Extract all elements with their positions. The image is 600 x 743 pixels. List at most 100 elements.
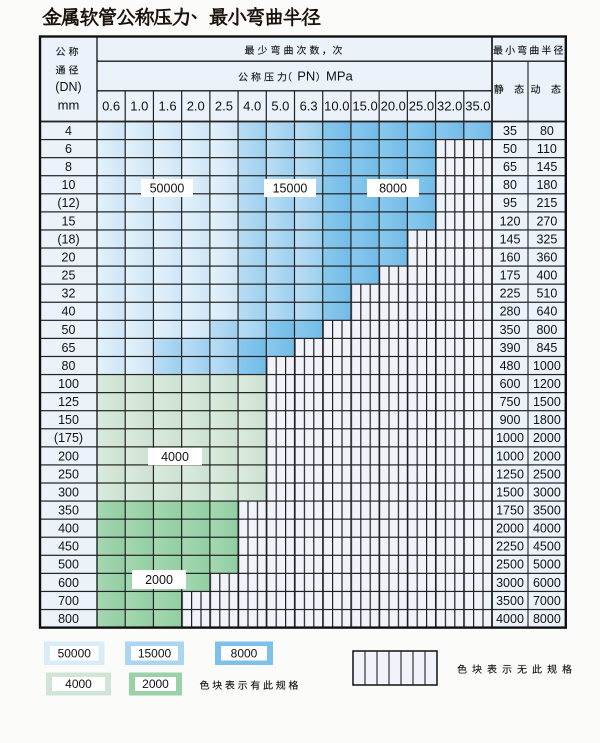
svg-text:32.0: 32.0 (437, 99, 462, 114)
svg-text:300: 300 (58, 485, 79, 499)
svg-text:25: 25 (62, 269, 76, 283)
svg-text:4000: 4000 (161, 450, 189, 464)
svg-text:640: 640 (536, 305, 557, 319)
svg-text:110: 110 (537, 142, 557, 156)
svg-text:700: 700 (58, 594, 79, 608)
svg-text:65: 65 (503, 160, 517, 174)
svg-text:1000: 1000 (533, 359, 561, 373)
svg-text:2000: 2000 (533, 449, 561, 463)
svg-text:845: 845 (536, 341, 557, 355)
svg-text:600: 600 (500, 377, 521, 391)
svg-text:480: 480 (500, 359, 521, 373)
svg-text:20: 20 (62, 250, 76, 264)
svg-text:15: 15 (62, 214, 76, 228)
svg-text:(12): (12) (57, 196, 79, 210)
svg-text:65: 65 (62, 341, 76, 355)
svg-text:15.0: 15.0 (352, 99, 377, 114)
svg-text:6.3: 6.3 (300, 99, 318, 114)
svg-text:1500: 1500 (496, 485, 524, 499)
svg-text:600: 600 (58, 576, 79, 590)
svg-text:1.0: 1.0 (130, 99, 148, 114)
svg-text:1000: 1000 (496, 431, 524, 445)
svg-text:80: 80 (540, 124, 554, 138)
svg-text:3500: 3500 (496, 594, 524, 608)
svg-text:20.0: 20.0 (381, 99, 406, 114)
svg-text:4000: 4000 (496, 612, 524, 626)
svg-text:6: 6 (65, 142, 72, 156)
svg-text:15000: 15000 (138, 646, 172, 660)
svg-text:95: 95 (503, 196, 517, 210)
svg-text:215: 215 (536, 196, 557, 210)
svg-text:4000: 4000 (533, 522, 561, 536)
svg-text:2.5: 2.5 (215, 99, 233, 114)
svg-text:510: 510 (536, 287, 557, 301)
svg-text:1800: 1800 (533, 413, 561, 427)
svg-text:4: 4 (65, 124, 72, 138)
svg-text:8000: 8000 (379, 181, 407, 195)
svg-text:50000: 50000 (58, 646, 92, 660)
svg-text:2.0: 2.0 (187, 99, 205, 114)
svg-text:225: 225 (500, 287, 521, 301)
svg-text:1000: 1000 (496, 449, 524, 463)
svg-text:2000: 2000 (533, 431, 561, 445)
svg-text:120: 120 (500, 214, 521, 228)
svg-text:25.0: 25.0 (409, 99, 434, 114)
svg-text:2250: 2250 (496, 540, 524, 554)
svg-text:400: 400 (58, 522, 79, 536)
svg-text:(DN): (DN) (55, 80, 81, 94)
svg-text:145: 145 (536, 160, 557, 174)
svg-text:3000: 3000 (533, 485, 561, 499)
svg-text:350: 350 (500, 323, 521, 337)
svg-text:280: 280 (500, 305, 521, 319)
svg-text:MPa: MPa (326, 69, 354, 84)
svg-text:4500: 4500 (533, 540, 561, 554)
svg-text:160: 160 (500, 250, 521, 264)
svg-text:1200: 1200 (533, 377, 561, 391)
svg-text:32: 32 (62, 287, 76, 301)
svg-text:80: 80 (62, 359, 76, 373)
svg-text:6000: 6000 (533, 576, 561, 590)
svg-text:80: 80 (503, 178, 517, 192)
svg-text:270: 270 (536, 214, 557, 228)
svg-text:2000: 2000 (145, 573, 173, 587)
svg-text:8000: 8000 (533, 612, 561, 626)
svg-text:900: 900 (500, 413, 521, 427)
svg-text:1750: 1750 (496, 504, 524, 518)
svg-text:750: 750 (500, 395, 521, 409)
svg-text:3000: 3000 (496, 576, 524, 590)
svg-text:4000: 4000 (65, 677, 92, 691)
svg-text:8: 8 (65, 160, 72, 174)
svg-text:3500: 3500 (533, 504, 561, 518)
svg-text:35: 35 (503, 124, 517, 138)
svg-text:2000: 2000 (496, 522, 524, 536)
svg-text:2500: 2500 (496, 558, 524, 572)
svg-text:250: 250 (58, 467, 79, 481)
svg-text:PN: PN (297, 69, 315, 84)
svg-text:2500: 2500 (533, 467, 561, 481)
svg-text:1250: 1250 (496, 467, 524, 481)
svg-text:50: 50 (503, 142, 517, 156)
svg-text:10: 10 (62, 178, 76, 192)
svg-text:4.0: 4.0 (243, 99, 261, 114)
svg-text:2000: 2000 (142, 677, 169, 691)
svg-text:180: 180 (536, 178, 557, 192)
svg-text:175: 175 (500, 269, 521, 283)
svg-text:35.0: 35.0 (465, 99, 490, 114)
svg-text:50: 50 (62, 323, 76, 337)
svg-text:5.0: 5.0 (271, 99, 289, 114)
svg-text:145: 145 (500, 232, 521, 246)
svg-text:325: 325 (536, 232, 557, 246)
svg-text:450: 450 (58, 540, 79, 554)
svg-text:100: 100 (58, 377, 79, 391)
svg-text:50000: 50000 (150, 181, 185, 195)
svg-text:800: 800 (536, 323, 557, 337)
svg-text:125: 125 (58, 395, 79, 409)
svg-text:15000: 15000 (273, 181, 308, 195)
svg-text:360: 360 (536, 250, 557, 264)
svg-text:350: 350 (58, 504, 79, 518)
svg-text:400: 400 (536, 269, 557, 283)
svg-text:1500: 1500 (533, 395, 561, 409)
svg-text:(175): (175) (54, 431, 83, 445)
svg-text:0.6: 0.6 (102, 99, 120, 114)
svg-text:5000: 5000 (533, 558, 561, 572)
